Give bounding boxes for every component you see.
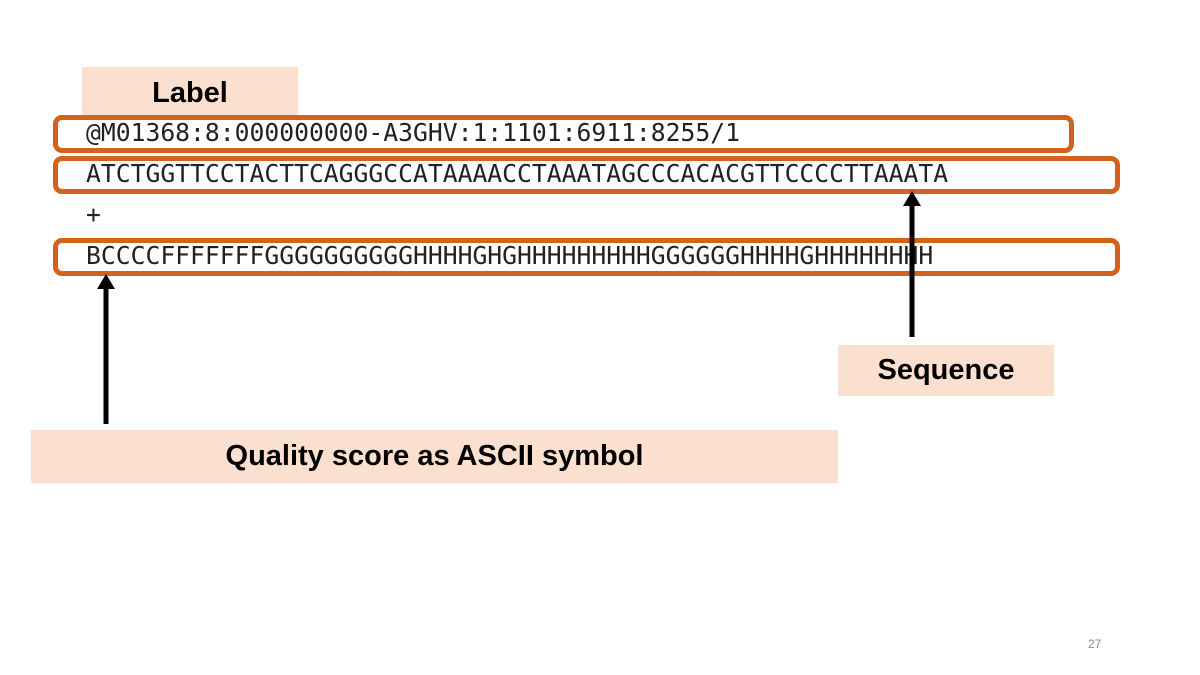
fastq-header-line: @M01368:8:000000000-A3GHV:1:1101:6911:82…	[86, 118, 740, 147]
quality-line-outline	[53, 238, 1120, 276]
sequence-line-outline	[53, 156, 1120, 194]
header-line-outline	[53, 115, 1074, 153]
label-callout: Label	[82, 67, 298, 119]
sequence-arrow	[903, 191, 921, 337]
fastq-separator-line: +	[86, 200, 101, 229]
page-number: 27	[1088, 637, 1102, 651]
fastq-quality-line: BCCCCFFFFFFFGGGGGGGGGGHHHHGHGHHHHHHHHHGG…	[86, 241, 934, 270]
sequence-callout: Sequence	[838, 345, 1054, 396]
quality-callout: Quality score as ASCII symbol	[31, 430, 838, 483]
fastq-sequence-line: ATCTGGTTCCTACTTCAGGGCCATAAAACCTAAATAGCCC…	[86, 159, 949, 188]
quality-arrow	[97, 274, 115, 424]
